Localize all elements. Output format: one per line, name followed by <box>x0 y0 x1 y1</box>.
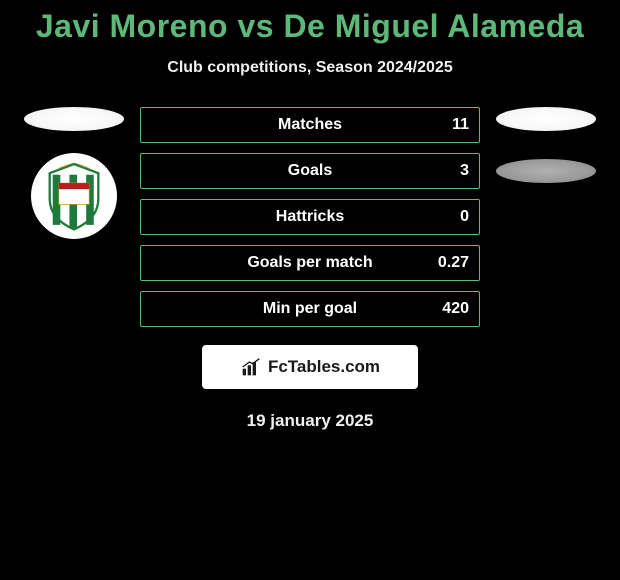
left-player-col <box>18 107 130 239</box>
player-photo-placeholder-right-2 <box>496 159 596 183</box>
stat-value: 11 <box>452 116 469 134</box>
player-photo-placeholder-left <box>24 107 124 131</box>
stat-label: Goals <box>288 162 332 180</box>
stat-bar-gpm: Goals per match 0.27 <box>140 245 480 281</box>
date-label: 19 january 2025 <box>0 411 620 431</box>
stat-label: Min per goal <box>263 300 357 318</box>
stats-row: Matches 11 Goals 3 Hattricks 0 Goals per… <box>0 107 620 337</box>
club-crest-icon <box>36 158 112 234</box>
stat-bar-matches: Matches 11 <box>140 107 480 143</box>
stat-bar-goals: Goals 3 <box>140 153 480 189</box>
bar-chart-icon <box>240 357 262 377</box>
stat-bar-mpg: Min per goal 420 <box>140 291 480 327</box>
comparison-widget: Javi Moreno vs De Miguel Alameda Club co… <box>0 0 620 431</box>
brand-box[interactable]: FcTables.com <box>202 345 418 389</box>
stat-label: Hattricks <box>276 208 344 226</box>
stat-value: 0 <box>460 208 469 226</box>
right-player-col <box>490 107 602 183</box>
stat-label: Matches <box>278 116 342 134</box>
stat-bar-hattricks: Hattricks 0 <box>140 199 480 235</box>
page-title: Javi Moreno vs De Miguel Alameda <box>0 8 620 45</box>
stat-label: Goals per match <box>247 254 372 272</box>
club-logo-left <box>31 153 117 239</box>
player-photo-placeholder-right-1 <box>496 107 596 131</box>
stat-value: 0.27 <box>438 254 469 272</box>
stat-value: 3 <box>460 162 469 180</box>
subtitle: Club competitions, Season 2024/2025 <box>0 59 620 77</box>
stat-value: 420 <box>442 300 469 318</box>
stats-center: Matches 11 Goals 3 Hattricks 0 Goals per… <box>140 107 480 337</box>
brand-label: FcTables.com <box>268 357 380 377</box>
